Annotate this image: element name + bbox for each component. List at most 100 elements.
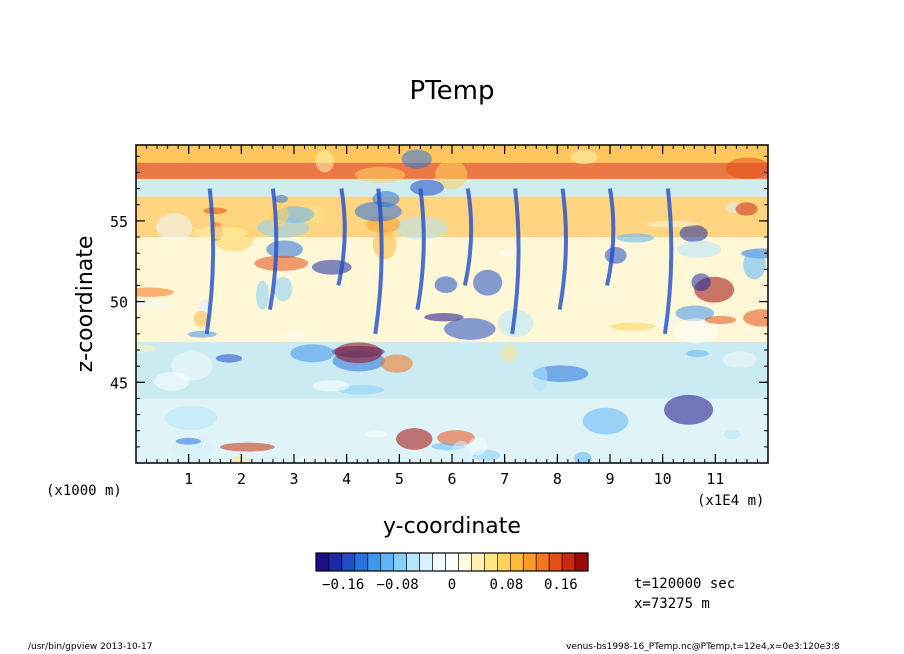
colorbar-swatch <box>497 552 511 572</box>
field-blob <box>616 233 655 243</box>
field-blob <box>315 150 334 173</box>
field-blob <box>664 394 714 425</box>
x-tick-label: 5 <box>395 470 404 488</box>
y-axis: 45 50 55 <box>110 155 768 448</box>
field-blob <box>473 269 503 296</box>
field-blob <box>410 179 444 196</box>
field-blob <box>604 246 627 264</box>
field-blob <box>679 224 708 243</box>
x-unit-label: (x1E4 m) <box>697 493 765 509</box>
colorbar-swatch <box>354 552 369 572</box>
field-blob <box>444 318 496 340</box>
field-blob <box>586 287 626 303</box>
field-blob <box>424 312 464 322</box>
plume-stroke <box>510 188 521 335</box>
colorbar-swatch <box>574 552 589 572</box>
plume-stroke <box>415 188 426 311</box>
x-tick-label: 9 <box>605 470 614 488</box>
field-blob <box>267 203 289 227</box>
field-blob <box>532 364 548 392</box>
colorbar-swatch <box>419 552 433 572</box>
field-blob <box>203 207 227 215</box>
position-annotation: x=73275 m <box>634 596 710 612</box>
field-blob <box>187 330 217 338</box>
field-blob <box>334 342 383 364</box>
colorbar-swatch <box>328 552 343 572</box>
field-blob <box>308 205 324 224</box>
field-blob <box>686 349 709 358</box>
field-blob <box>136 287 174 297</box>
colorbar-swatch <box>445 552 459 572</box>
x-tick-label: 7 <box>500 470 509 488</box>
field-blob <box>676 240 722 258</box>
colorbar-swatch <box>458 552 472 572</box>
field-blob <box>156 213 193 241</box>
field-blob <box>675 305 715 322</box>
footer-left: /usr/bin/gpview 2013-10-17 <box>28 642 153 652</box>
field-blob <box>501 344 518 362</box>
field-blob <box>136 301 173 309</box>
colorbar-tick-label: 0 <box>448 577 456 593</box>
field-blob <box>372 230 397 260</box>
plume-stroke <box>557 188 568 311</box>
field-blob <box>154 372 190 391</box>
field-blob <box>256 280 269 310</box>
field-blob <box>570 150 598 165</box>
field-blob <box>171 351 213 381</box>
field-blob <box>266 240 303 259</box>
x-axis-label: y-coordinate <box>383 514 521 539</box>
field-blob <box>691 273 711 292</box>
y-tick-label: 50 <box>110 294 128 312</box>
field-blob <box>704 315 737 324</box>
colorbar-tick-label: 0.08 <box>490 577 524 593</box>
y-tick-label: 55 <box>110 213 128 231</box>
field-blob <box>311 259 352 275</box>
x-tick-label: 3 <box>289 470 298 488</box>
field-blob <box>396 428 433 450</box>
field-blob <box>434 276 458 293</box>
colorbar-swatch <box>509 552 524 572</box>
field-blob <box>725 157 768 179</box>
field-blob <box>743 250 766 280</box>
plume-stroke <box>662 188 674 335</box>
colorbar-swatch <box>367 552 382 572</box>
field-blob <box>281 331 308 339</box>
colorbar-tick-label: 0.16 <box>544 577 578 593</box>
field-blob <box>232 454 248 463</box>
colorbar-swatch <box>380 552 395 572</box>
field-blob <box>722 351 757 368</box>
field-blob <box>220 442 275 452</box>
y-axis-label: z-coordinate <box>73 235 98 373</box>
field-blob <box>394 216 448 240</box>
colorbar-swatch <box>548 552 563 572</box>
plume-stroke <box>605 188 616 286</box>
field-blob <box>365 431 388 438</box>
colorbar-swatch <box>484 552 498 572</box>
field-blob <box>164 405 218 431</box>
field-blob <box>193 226 248 240</box>
plume-stroke <box>462 188 474 286</box>
colorbar-frame <box>315 552 589 572</box>
field-blob <box>355 166 406 183</box>
y-unit-label: (x1000 m) <box>46 483 122 499</box>
heatmap-field <box>136 145 768 463</box>
field-blob <box>437 430 476 446</box>
field-blob <box>401 149 432 169</box>
field-blob <box>193 311 209 327</box>
field-blob <box>674 318 718 344</box>
field-blob <box>312 380 350 392</box>
field-blob <box>254 255 309 271</box>
x-tick-label: 6 <box>447 470 456 488</box>
colorbar-swatch <box>432 552 446 572</box>
y-tick-label: 45 <box>110 374 128 392</box>
colorbar-swatch <box>471 552 485 572</box>
footer-right: venus-bs1998-16_PTemp.nc@PTemp,t=12e4,x=… <box>566 642 840 652</box>
low-band <box>136 341 768 399</box>
colorbar-swatch <box>406 552 420 572</box>
field-blob <box>468 437 487 456</box>
x-tick-label: 11 <box>706 470 724 488</box>
colorbar-swatch <box>341 552 356 572</box>
x-tick-label: 8 <box>553 470 562 488</box>
